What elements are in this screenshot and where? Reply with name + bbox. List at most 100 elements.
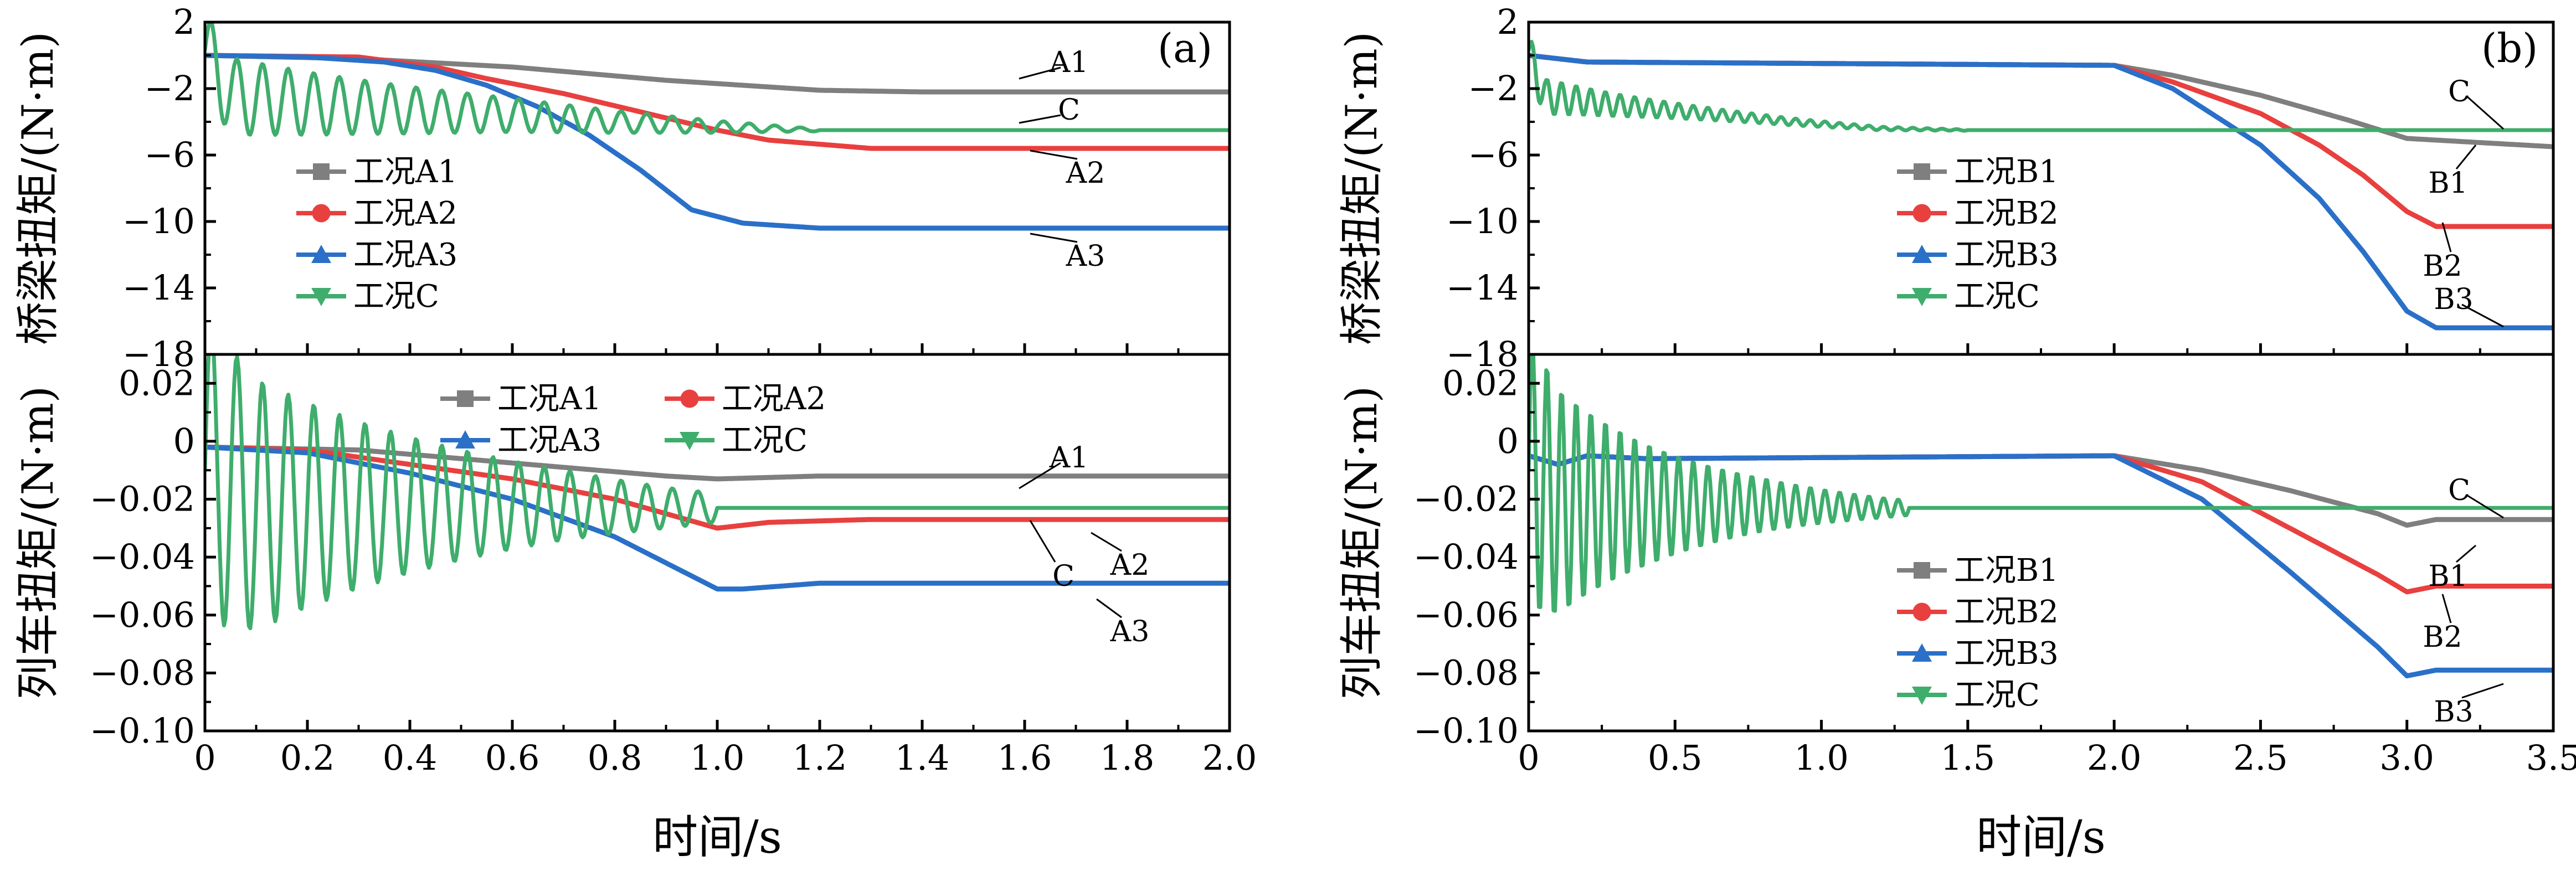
legend-marker-A1 — [457, 390, 474, 407]
plot-frame-b_bot — [1527, 353, 2555, 733]
x-tick-label: 1.4 — [895, 738, 950, 778]
legend-label-A1: 工况A1 — [353, 154, 457, 190]
annotation-C: C — [2448, 75, 2470, 109]
annotation-leader-B2 — [2441, 594, 2452, 623]
legend-marker-B3 — [1912, 643, 1932, 662]
y-tick-label: −0.06 — [90, 595, 195, 635]
annotation-leader-A1 — [1019, 462, 1061, 489]
x-tick-label: 2.0 — [1202, 738, 1257, 778]
x-axis-label: 时间/s — [1976, 811, 2106, 864]
legend-label-A2: 工况A2 — [353, 195, 457, 231]
y-tick-label: 0 — [1497, 421, 1519, 461]
annotation-leader-A2 — [1030, 150, 1078, 160]
series-line-b_top-B1 — [1529, 53, 2553, 150]
legend-marker-B3 — [1912, 245, 1932, 263]
annotation-leader-B3 — [2461, 683, 2504, 699]
x-tick-label: 1.0 — [690, 738, 745, 778]
legend-marker-C — [1912, 288, 1932, 306]
legend-marker-A3 — [455, 430, 475, 449]
annotation-B3: B3 — [2434, 283, 2473, 316]
series-line-a_top-A3 — [205, 53, 1230, 231]
legend-marker-C — [311, 288, 331, 306]
y-tick-label: −0.04 — [90, 537, 195, 577]
annotation-leader-C — [1029, 520, 1056, 563]
y-tick-label: −6 — [145, 135, 195, 175]
legend-label-C: 工况C — [1954, 279, 2040, 315]
annotation-leader-A3 — [1030, 233, 1078, 243]
annotation-leader-B3 — [2461, 303, 2504, 328]
x-tick-label: 0 — [194, 738, 215, 778]
legend-marker-A3 — [311, 245, 331, 263]
annotation-leader-C — [2467, 494, 2504, 519]
y-tick-label: −0.08 — [1413, 652, 1519, 693]
series-line-a_bot-A3 — [205, 444, 1230, 592]
y-axis-label: 桥梁扭矩/(N·m) — [1337, 32, 1387, 345]
annotation-C: C — [2448, 474, 2470, 507]
legend-label-C: 工况C — [1954, 677, 2040, 713]
y-tick-label: −0.02 — [90, 479, 195, 519]
y-tick-label: 0.02 — [119, 363, 195, 403]
annotation-A3: A3 — [1066, 240, 1106, 273]
legend-marker-A2 — [312, 204, 331, 223]
y-axis-label: 列车扭矩/(N·m) — [13, 386, 63, 699]
y-tick-label: −2 — [1468, 68, 1519, 109]
x-tick-label: 0.4 — [383, 738, 438, 778]
x-tick-label: 0.5 — [1648, 738, 1703, 778]
series-line-a_top-C — [205, 22, 1230, 137]
legend-marker-A1 — [313, 163, 330, 180]
y-tick-label: −6 — [1468, 135, 1519, 175]
annotation-leader-A1 — [1019, 66, 1061, 80]
legend-label-B1: 工况B1 — [1954, 154, 2059, 190]
y-tick-label: −0.04 — [1413, 537, 1519, 577]
series-line-a_bot-C — [205, 354, 1230, 631]
panel-label: (b) — [2481, 25, 2538, 71]
annotation-A2: A2 — [1066, 157, 1106, 190]
x-axis-label: 时间/s — [652, 811, 782, 864]
y-tick-label: −0.02 — [1413, 479, 1519, 519]
annotation-A3: A3 — [1110, 615, 1150, 648]
y-tick-label: 0 — [173, 421, 195, 461]
x-tick-label: 1.8 — [1100, 738, 1155, 778]
chart-a-bot: 0.020−0.02−0.04−0.06−0.08−0.100 0.2 0.4 0.6… — [13, 353, 1257, 864]
chart-b-top: 2 −2 −6 −10 −14 −18 桥梁扭矩/(N·m) (b) 工况B1 工况B2 工况B3 工… — [1337, 2, 2555, 374]
x-tick-label: 2.5 — [2233, 738, 2288, 778]
annotation-leader-A2 — [1091, 532, 1122, 552]
x-tick-label: 0.6 — [485, 738, 540, 778]
x-tick-label: 1.2 — [793, 738, 847, 778]
x-tick-label: 2.0 — [2087, 738, 2142, 778]
series-line-b_top-C — [1529, 39, 2553, 133]
legend-marker-A2 — [680, 389, 699, 408]
x-tick-label: 0 — [1518, 738, 1539, 778]
series-line-a_bot-A2 — [205, 444, 1230, 531]
y-tick-label: −0.10 — [90, 710, 195, 751]
annotation-B2: B2 — [2423, 250, 2462, 283]
y-tick-label: −18 — [122, 334, 195, 374]
annotation-A1: A1 — [1049, 46, 1089, 79]
y-tick-label: −14 — [122, 267, 195, 308]
annotation-B2: B2 — [2423, 621, 2462, 654]
legend-marker-C — [1912, 687, 1932, 705]
y-tick-label: −0.10 — [1413, 710, 1519, 751]
y-tick-label: −14 — [1446, 267, 1519, 308]
annotation-C: C — [1058, 94, 1080, 127]
annotation-A2: A2 — [1110, 549, 1150, 582]
legend-label-B3: 工况B3 — [1954, 237, 2059, 273]
legend-marker-B1 — [1914, 562, 1930, 579]
annotation-C: C — [1052, 560, 1074, 593]
legend-label-B2: 工况B2 — [1954, 594, 2059, 630]
x-tick-label: 1.6 — [998, 738, 1052, 778]
annotation-B3: B3 — [2434, 695, 2473, 729]
legend-marker-B2 — [1912, 602, 1931, 621]
y-tick-label: −0.08 — [90, 652, 195, 693]
annotation-leader-B1 — [2455, 145, 2477, 169]
legend-label-A1: 工况A1 — [497, 381, 601, 417]
x-tick-label: 3.5 — [2526, 738, 2576, 778]
legend-marker-C — [680, 432, 700, 450]
annotation-leader-B2 — [2441, 222, 2452, 252]
x-tick-label: 3.0 — [2379, 738, 2434, 778]
legend-label-B2: 工况B2 — [1954, 195, 2059, 231]
chart-a-top: 2 −2 −6 −10 −14 −18 桥梁扭矩/(N·m) (a) 工况A1 工况A2 工况A3 工… — [13, 2, 1231, 374]
legend-label-B1: 工况B1 — [1954, 553, 2059, 589]
legend-label-A2: 工况A2 — [722, 381, 826, 417]
